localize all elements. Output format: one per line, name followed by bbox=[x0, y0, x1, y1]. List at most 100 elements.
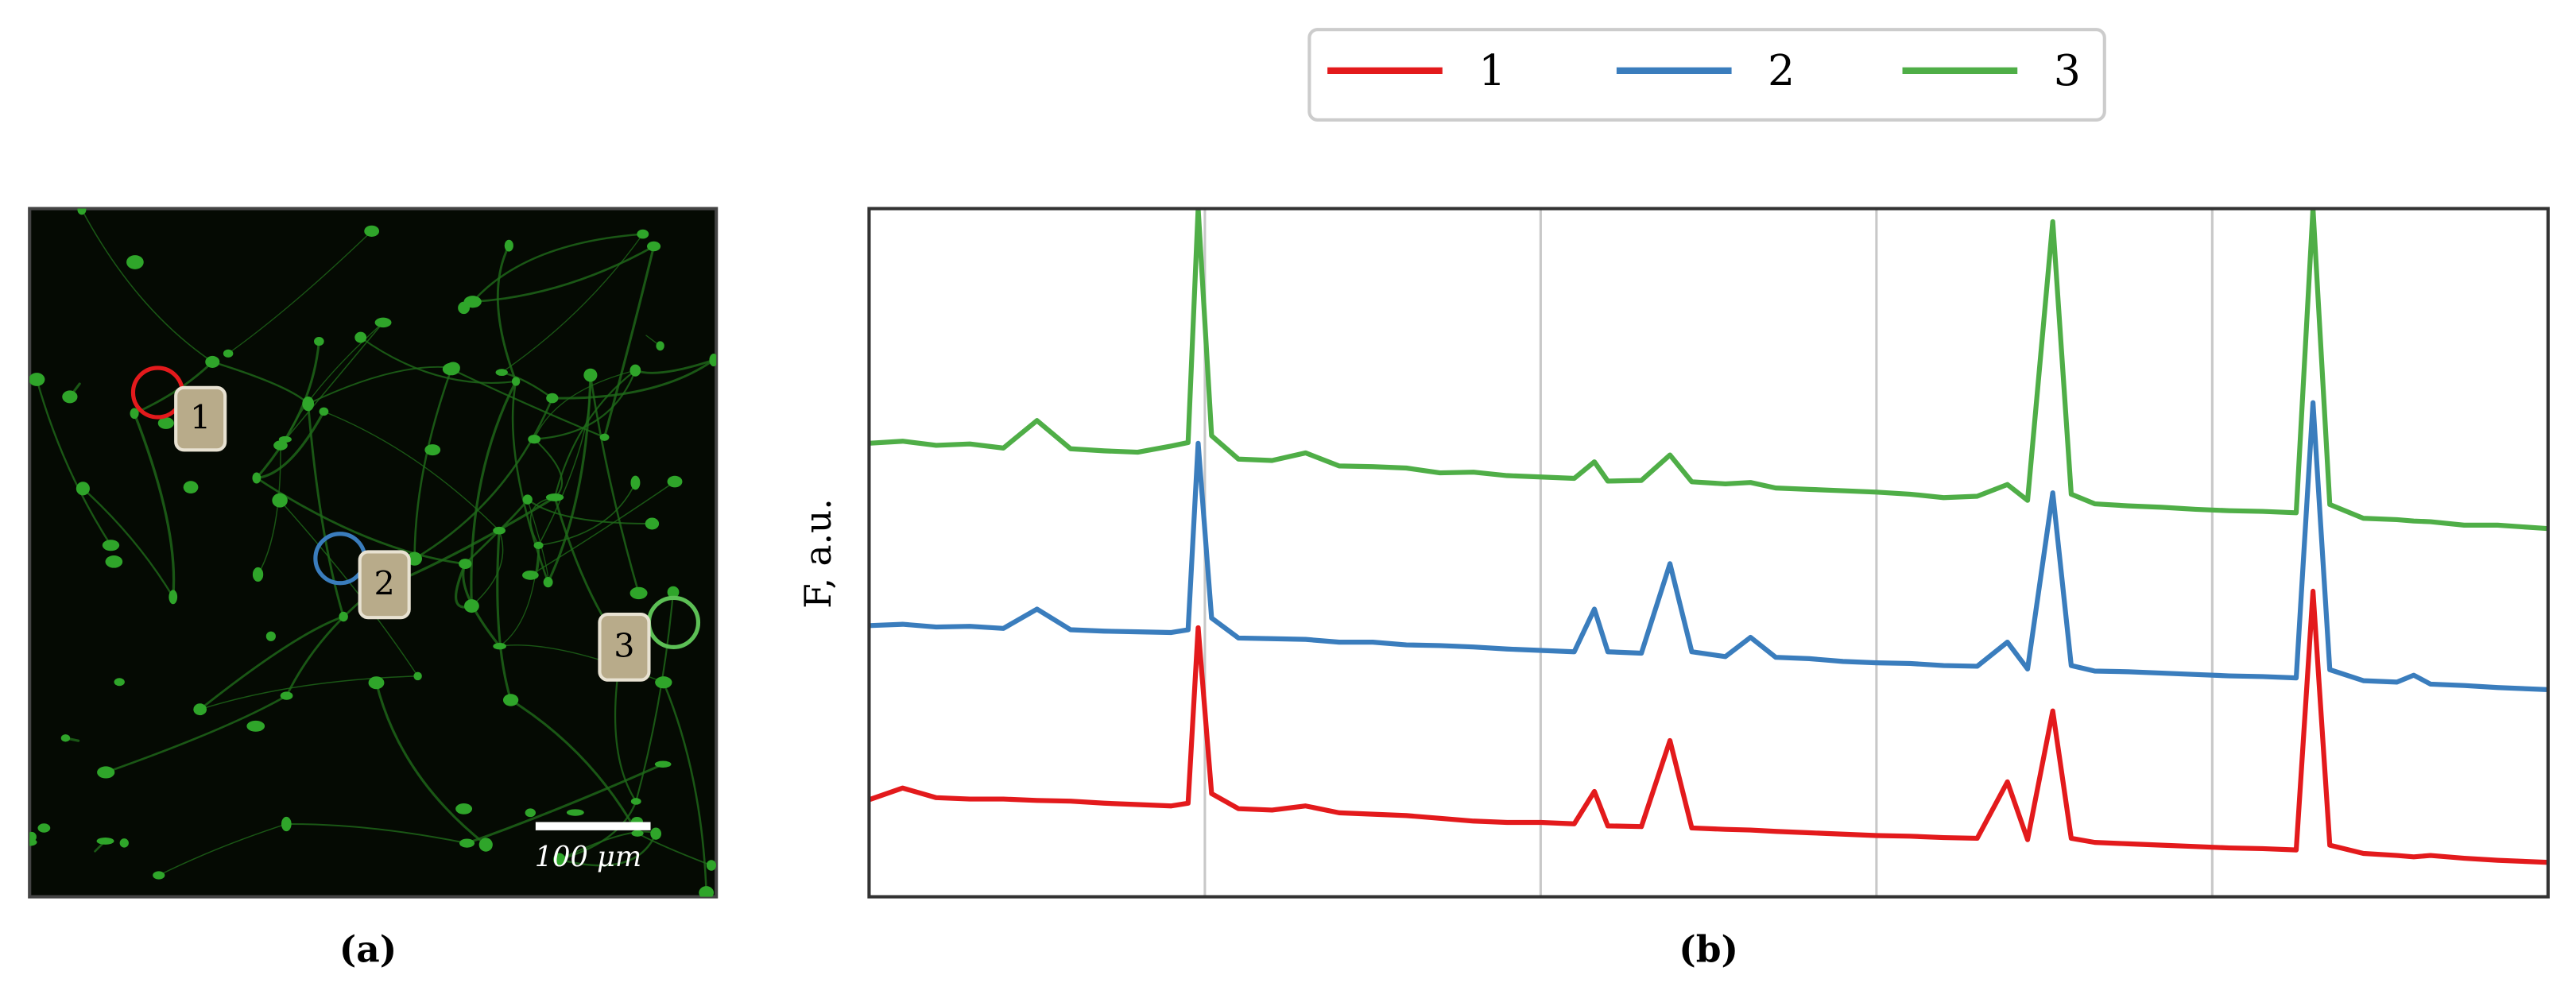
series-group bbox=[869, 208, 2548, 865]
soma bbox=[502, 694, 519, 706]
soma bbox=[280, 691, 293, 700]
soma bbox=[645, 517, 660, 530]
roi-label: 3 bbox=[614, 627, 634, 665]
soma bbox=[495, 369, 508, 377]
roi-box bbox=[358, 550, 411, 620]
neurite bbox=[589, 374, 640, 594]
neurite bbox=[105, 695, 288, 774]
neurite bbox=[533, 370, 636, 439]
soma bbox=[169, 590, 178, 605]
soma bbox=[413, 671, 422, 681]
soma bbox=[193, 703, 207, 716]
soma bbox=[528, 435, 541, 444]
neurite bbox=[413, 369, 452, 559]
neurite bbox=[199, 615, 344, 710]
legend-frame bbox=[1307, 28, 2106, 122]
soma bbox=[511, 377, 521, 386]
soma bbox=[114, 678, 125, 687]
soma bbox=[464, 599, 479, 613]
neurite bbox=[257, 445, 281, 575]
soma bbox=[543, 577, 553, 588]
soma bbox=[281, 816, 292, 832]
legend: 1 2 3 bbox=[1327, 45, 2081, 95]
microscopy-image: 1 2 3 100 μm (a) bbox=[28, 207, 719, 970]
neurite bbox=[308, 366, 454, 404]
neurite bbox=[662, 682, 707, 893]
soma bbox=[97, 766, 115, 779]
neurite bbox=[470, 381, 517, 606]
soma bbox=[374, 317, 392, 328]
soma bbox=[629, 586, 648, 600]
neurite bbox=[559, 830, 657, 861]
soma bbox=[446, 362, 460, 374]
soma bbox=[339, 611, 348, 622]
soma bbox=[709, 354, 717, 367]
soma bbox=[522, 570, 539, 580]
soma bbox=[102, 540, 120, 551]
soma bbox=[153, 871, 165, 880]
neurite bbox=[538, 482, 637, 547]
neurite bbox=[554, 370, 636, 498]
soma bbox=[272, 493, 288, 508]
soma bbox=[699, 886, 715, 897]
scale-bar-label: 100 μm bbox=[535, 841, 641, 873]
soma bbox=[650, 827, 662, 840]
neurite bbox=[552, 358, 715, 400]
soma bbox=[629, 364, 641, 377]
neurite bbox=[471, 530, 504, 607]
neurite bbox=[280, 322, 384, 447]
neurite bbox=[82, 487, 174, 598]
roi-box bbox=[174, 385, 227, 452]
soma bbox=[223, 349, 234, 358]
neurite bbox=[467, 763, 664, 845]
caption: (a) bbox=[339, 927, 397, 970]
soma bbox=[29, 831, 37, 842]
soma bbox=[667, 475, 683, 488]
soma bbox=[319, 407, 329, 416]
neurite bbox=[199, 675, 418, 710]
soma bbox=[654, 760, 672, 768]
soma bbox=[630, 475, 641, 490]
neurite bbox=[413, 397, 554, 560]
neurite bbox=[509, 698, 639, 834]
neurite bbox=[496, 530, 513, 701]
neurite bbox=[603, 246, 656, 438]
soma bbox=[631, 830, 644, 837]
neurite bbox=[36, 379, 112, 546]
soma bbox=[525, 808, 536, 818]
soma bbox=[459, 559, 472, 570]
soma bbox=[273, 440, 288, 451]
soma bbox=[583, 368, 598, 382]
neurite bbox=[81, 209, 213, 363]
soma bbox=[459, 838, 475, 848]
neurite bbox=[501, 234, 644, 373]
neurite bbox=[256, 411, 325, 480]
neurite bbox=[286, 822, 467, 845]
neurite bbox=[471, 233, 643, 303]
neurite bbox=[133, 412, 176, 598]
soma bbox=[205, 355, 220, 368]
soma bbox=[637, 229, 649, 239]
soma bbox=[553, 853, 566, 866]
soma bbox=[656, 341, 664, 351]
soma bbox=[566, 809, 584, 816]
series-line bbox=[869, 208, 2548, 532]
soma bbox=[62, 390, 78, 404]
soma bbox=[630, 798, 641, 805]
neurite bbox=[227, 230, 373, 354]
soma bbox=[354, 331, 367, 343]
neurite bbox=[645, 335, 661, 346]
soma bbox=[424, 444, 441, 456]
neurite bbox=[462, 563, 501, 648]
soma bbox=[302, 396, 315, 412]
roi-label: 2 bbox=[374, 564, 395, 602]
soma bbox=[655, 676, 672, 689]
soma bbox=[252, 567, 264, 582]
neurite bbox=[559, 833, 657, 867]
soma bbox=[522, 494, 533, 505]
soma bbox=[533, 541, 544, 550]
plot-area bbox=[869, 208, 2548, 897]
soma bbox=[364, 225, 380, 237]
soma bbox=[545, 493, 564, 501]
soma bbox=[37, 823, 51, 833]
